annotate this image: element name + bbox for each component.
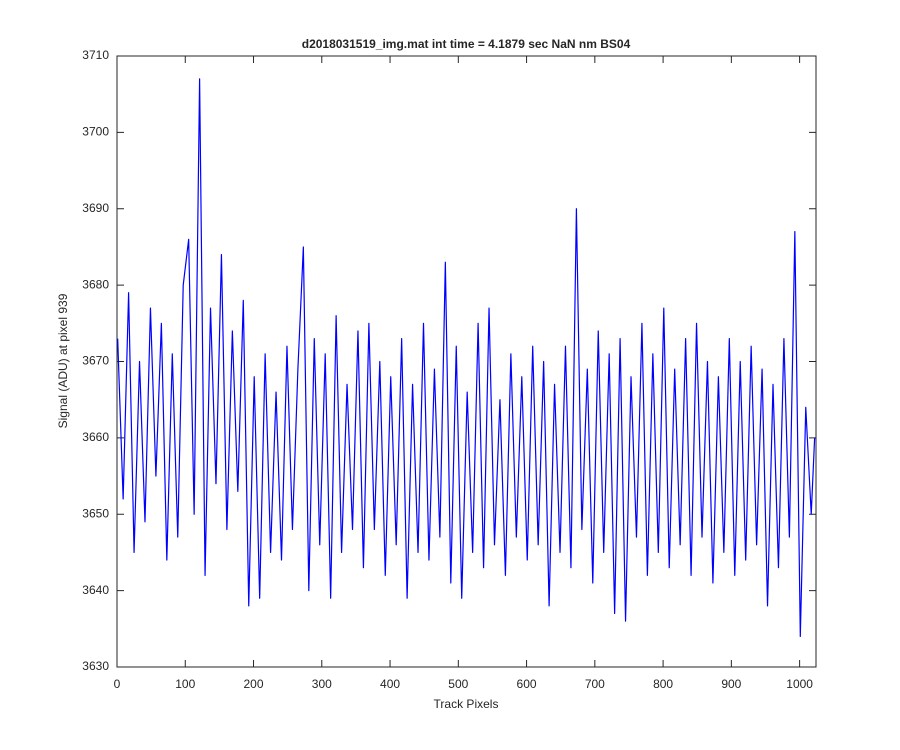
- y-axis-label: Signal (ADU) at pixel 939: [56, 293, 70, 428]
- x-tick-label: 200: [244, 677, 264, 691]
- x-tick-label: 300: [312, 677, 332, 691]
- x-tick-label: 500: [448, 677, 468, 691]
- x-axis-label: Track Pixels: [434, 697, 499, 711]
- x-tick-label: 0: [114, 677, 121, 691]
- x-tick-label: 700: [585, 677, 605, 691]
- y-tick-label: 3640: [82, 583, 109, 597]
- y-tick-label: 3710: [82, 48, 109, 62]
- y-tick-label: 3700: [82, 125, 109, 139]
- y-tick-label: 3630: [82, 659, 109, 673]
- chart-title: d2018031519_img.mat int time = 4.1879 se…: [302, 37, 631, 51]
- y-tick-label: 3660: [82, 430, 109, 444]
- x-tick-label: 400: [380, 677, 400, 691]
- axes-box: [116, 55, 817, 668]
- x-tick-label: 1000: [786, 677, 813, 691]
- y-tick-label: 3690: [82, 201, 109, 215]
- y-tick-label: 3650: [82, 506, 109, 520]
- data-line: [117, 78, 816, 638]
- y-tick-label: 3680: [82, 277, 109, 291]
- x-tick-label: 100: [175, 677, 195, 691]
- y-tick-label: 3670: [82, 354, 109, 368]
- x-tick-label: 800: [653, 677, 673, 691]
- x-tick-label: 900: [721, 677, 741, 691]
- x-tick-label: 600: [517, 677, 537, 691]
